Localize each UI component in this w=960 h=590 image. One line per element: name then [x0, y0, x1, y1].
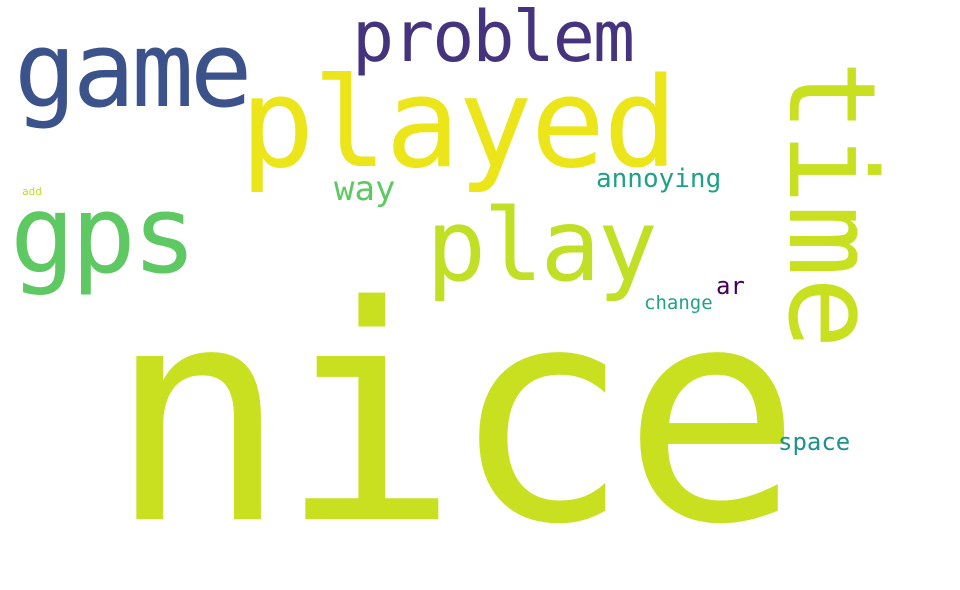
word-played: played: [240, 52, 678, 196]
word-space: space: [778, 428, 851, 456]
word-time: time: [761, 60, 900, 349]
word-annoying: annoying: [596, 164, 722, 194]
word-change: change: [644, 292, 713, 314]
word-game: game: [14, 9, 252, 131]
word-nice: nice: [108, 243, 802, 590]
word-cloud: nice played game problem gps play time w…: [10, 0, 900, 566]
word-way: way: [334, 169, 396, 209]
word-problem: problem: [352, 0, 635, 78]
word-add: add: [22, 185, 42, 198]
word-ar: ar: [716, 272, 745, 300]
word-gps: gps: [10, 173, 197, 298]
word-play: play: [426, 187, 658, 304]
